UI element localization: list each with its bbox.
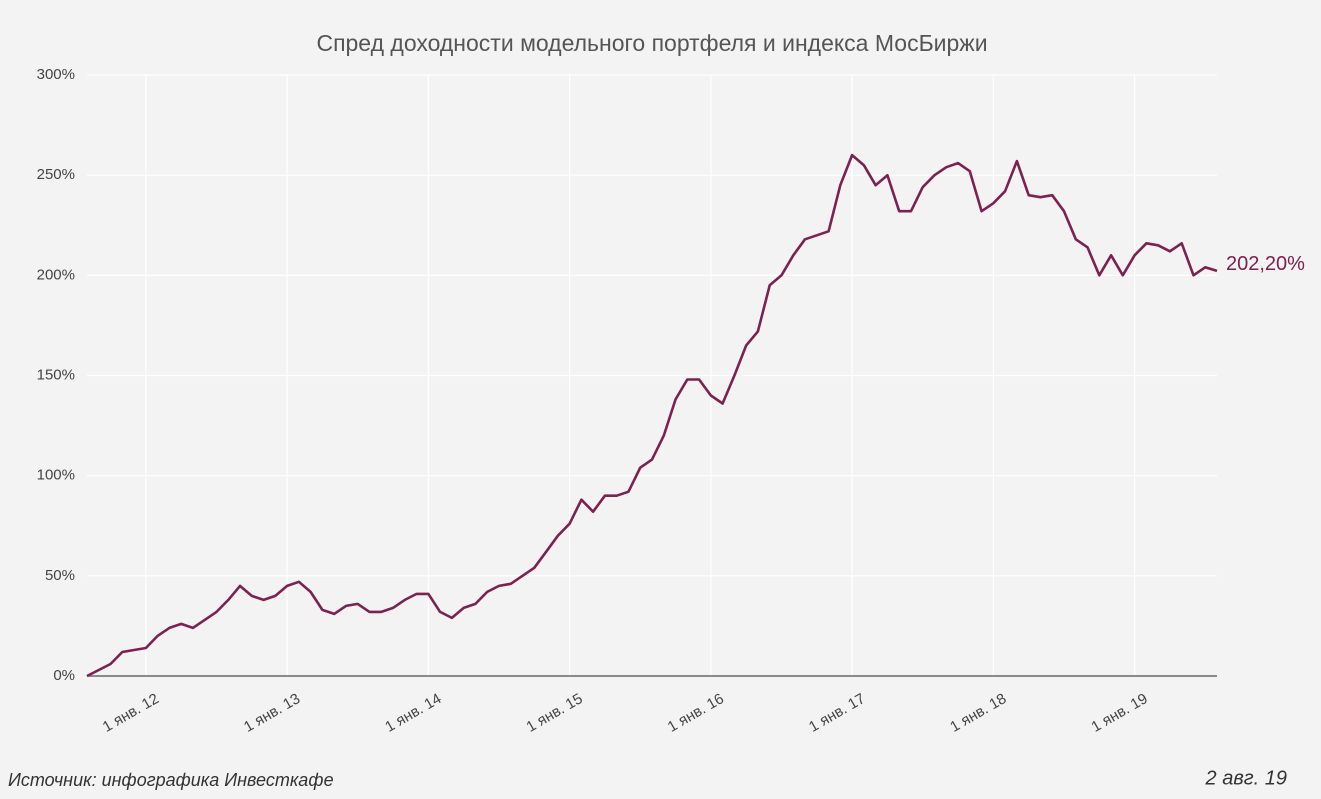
chart-title: Спред доходности модельного портфеля и и… — [316, 30, 987, 56]
y-tick-label: 250% — [37, 166, 75, 183]
data-line — [86, 153, 1218, 678]
y-tick-label: 0% — [53, 667, 75, 684]
end-label: 202,20% — [1226, 253, 1305, 275]
y-tick-label: 150% — [37, 366, 75, 383]
y-tick-label: 300% — [37, 66, 75, 83]
y-tick-label: 100% — [37, 467, 75, 484]
y-tick-label: 50% — [45, 567, 75, 584]
source-note: Источник: инфографика Инвесткафе — [8, 770, 334, 790]
y-tick-label: 200% — [37, 266, 75, 283]
date-note: 2 авг. 19 — [1205, 767, 1287, 789]
